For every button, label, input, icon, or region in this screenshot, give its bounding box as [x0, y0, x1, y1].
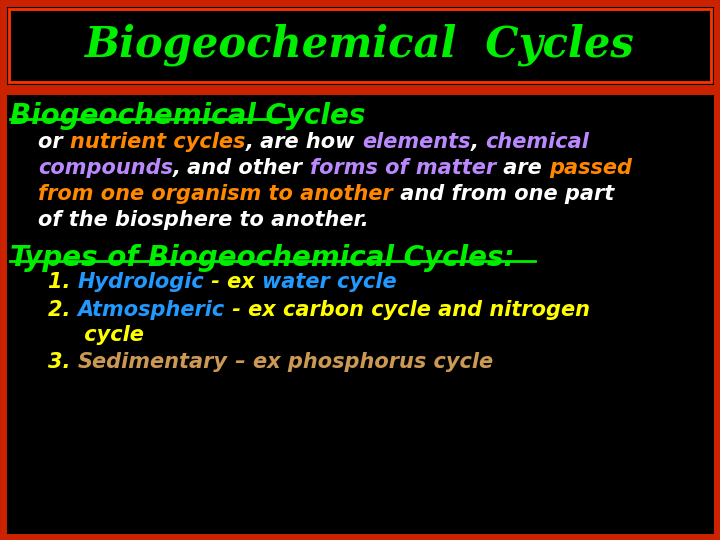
Text: Sedimentary: Sedimentary [78, 352, 228, 372]
Text: Biogeochemical Cycles: Biogeochemical Cycles [10, 102, 365, 130]
Text: , and other: , and other [173, 158, 310, 178]
Text: ,: , [470, 132, 485, 152]
Text: Hydrologic: Hydrologic [78, 272, 204, 292]
Text: compounds: compounds [38, 158, 173, 178]
Text: cycle: cycle [48, 325, 144, 345]
Text: Biogeochemical  Cycles: Biogeochemical Cycles [85, 24, 635, 66]
Text: passed: passed [549, 158, 632, 178]
Text: or: or [38, 132, 70, 152]
Text: of the biosphere to another.: of the biosphere to another. [38, 210, 369, 230]
Text: , are how: , are how [246, 132, 362, 152]
Text: elements: elements [362, 132, 470, 152]
Bar [9, 9, 711, 82]
Text: 2.: 2. [48, 300, 78, 320]
Text: Types of Biogeochemical Cycles:: Types of Biogeochemical Cycles: [10, 244, 515, 272]
Text: 3.: 3. [48, 352, 78, 372]
Text: are: are [496, 158, 549, 178]
Text: - ex carbon cycle and nitrogen: - ex carbon cycle and nitrogen [225, 300, 590, 320]
Text: water cycle: water cycle [262, 272, 397, 292]
Text: from one organism to another: from one organism to another [38, 184, 392, 204]
Text: - ex: - ex [204, 272, 262, 292]
Text: nutrient cycles: nutrient cycles [70, 132, 246, 152]
Text: and from one part: and from one part [392, 184, 614, 204]
Text: – ex phosphorus cycle: – ex phosphorus cycle [228, 352, 492, 372]
Text: Atmospheric: Atmospheric [78, 300, 225, 320]
Text: chemical: chemical [485, 132, 590, 152]
Text: forms of matter: forms of matter [310, 158, 496, 178]
Bar [3, 3, 717, 88]
Bar [3, 91, 717, 537]
Text: 1.: 1. [48, 272, 78, 292]
